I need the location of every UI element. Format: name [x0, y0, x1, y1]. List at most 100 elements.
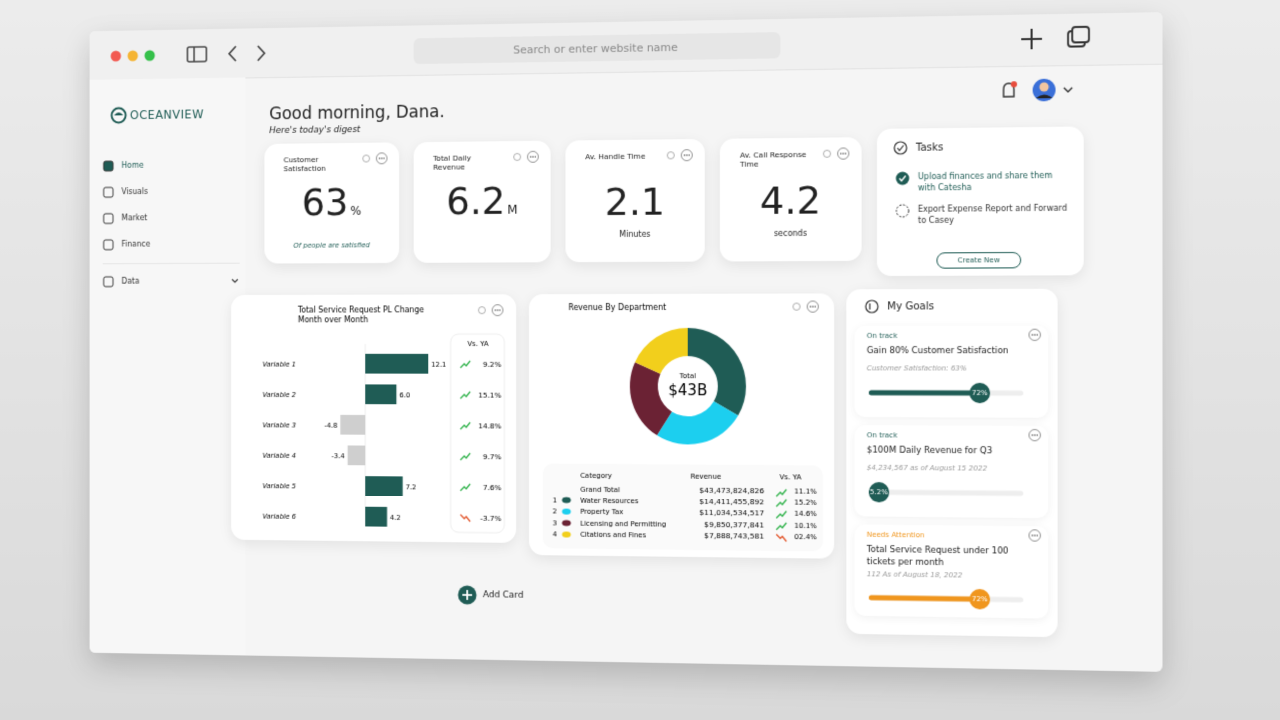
table-header: Category	[580, 472, 612, 480]
total-vs: 11.1%	[794, 487, 817, 495]
create-new-button[interactable]: Create New	[936, 251, 1022, 269]
more-dot	[532, 155, 534, 158]
logo-mark	[110, 107, 127, 125]
nav-item[interactable]: Home	[103, 151, 240, 179]
more-dot	[1036, 434, 1038, 436]
more-button[interactable]	[492, 305, 503, 316]
minimize-dot[interactable]	[127, 50, 138, 62]
more-button[interactable]	[1029, 429, 1040, 440]
add-card-label: Add Card	[482, 590, 524, 601]
tasks-header: Tasks	[893, 140, 943, 155]
trend-up	[460, 484, 470, 491]
goal-item: On track Gain 80% Customer Satisfaction Cu…	[854, 325, 1049, 418]
zoom-dot[interactable]	[144, 50, 155, 61]
bar	[365, 384, 397, 405]
add-card[interactable]: Add Card	[457, 585, 523, 606]
more-dot	[1036, 334, 1038, 336]
info-icon[interactable]	[363, 155, 370, 162]
goals-icon	[865, 299, 879, 313]
category-label: Variable 1	[262, 361, 296, 369]
info-icon[interactable]	[478, 307, 485, 314]
goal-more	[1027, 428, 1042, 442]
more-dot	[496, 309, 499, 311]
nav-item[interactable]: Finance	[103, 230, 240, 257]
chart-icons	[793, 301, 818, 312]
legend-swatch	[561, 531, 571, 538]
kpi-value: 63	[301, 180, 349, 225]
chart-subtitle: Month over Month	[298, 315, 368, 324]
legend-swatch	[561, 497, 571, 504]
info-icon[interactable]	[823, 150, 830, 157]
nav-label: Visuals	[121, 187, 148, 197]
nav-icon-shape	[104, 213, 113, 223]
nav-icon-shape	[104, 187, 113, 197]
vs-header: Vs. YA	[468, 340, 489, 348]
goal-title: Total Service Request under 100 tickets …	[866, 544, 1009, 569]
logo-text: OCEANVIEW	[129, 107, 204, 123]
goal-progress: 5.2%	[868, 481, 1024, 503]
close-dot[interactable]	[110, 50, 121, 62]
more-button[interactable]	[376, 153, 387, 164]
more-button[interactable]	[528, 151, 539, 162]
more-button[interactable]	[807, 301, 818, 312]
category-label: Variable 3	[262, 421, 296, 429]
new-tab-button[interactable]	[1021, 29, 1042, 50]
progress-label: 72%	[972, 389, 989, 397]
kpi-value-row: 2.1	[565, 179, 704, 225]
trend-up	[460, 453, 470, 460]
info-icon[interactable]	[793, 303, 800, 310]
task-item[interactable]: Export Expense Report and Forward to Cas…	[895, 202, 1071, 226]
sidebar-toggle[interactable]	[187, 47, 206, 62]
notification-bell[interactable]	[1004, 81, 1018, 97]
value-label: 6.0	[399, 391, 410, 399]
nav-icon-shape	[104, 276, 113, 286]
goal-title: Gain 80% Customer Satisfaction	[866, 346, 1009, 357]
user-menu-chevron[interactable]	[1064, 88, 1072, 92]
more-dot	[383, 157, 385, 160]
chart-icons	[478, 305, 502, 316]
donut-slice	[634, 327, 688, 374]
task-text: Upload finances and share them with Cate…	[917, 170, 1053, 193]
more-button[interactable]	[681, 150, 692, 161]
rank: 4	[553, 531, 557, 539]
rank: 2	[553, 508, 557, 516]
info-icon[interactable]	[514, 153, 521, 160]
task-check	[895, 171, 910, 186]
more-button[interactable]	[1029, 530, 1040, 541]
goal-more	[1027, 328, 1042, 342]
back-button[interactable]	[229, 46, 236, 61]
revenue: $11,034,534,517	[699, 508, 764, 518]
revenue: $7,888,743,581	[704, 531, 764, 541]
task-item[interactable]: Upload finances and share them with Cate…	[895, 170, 1071, 194]
nav-item[interactable]: Market	[103, 204, 240, 231]
nav-item[interactable]: Data	[102, 262, 240, 295]
goal-detail: 112 As of August 18, 2022	[866, 570, 963, 580]
more-dot	[840, 152, 842, 155]
kpi-card: Total Daily Revenue 6.2 M	[413, 140, 551, 263]
info-icon[interactable]	[667, 152, 674, 159]
rank: 1	[553, 496, 557, 504]
center-label: Total	[679, 372, 696, 380]
more-dot	[529, 156, 532, 158]
nav-item[interactable]: Visuals	[103, 177, 240, 205]
logo[interactable]: OCEANVIEW	[110, 105, 204, 124]
total-label: Grand Total	[580, 486, 620, 494]
more-button[interactable]	[1029, 329, 1040, 340]
more-button[interactable]	[838, 148, 849, 159]
tasks-title: Tasks	[915, 141, 944, 154]
browser-window: Search or enter website name OCEANVIEW H…	[89, 12, 1163, 672]
goal-progress: 72%	[868, 588, 1024, 610]
goals-card: My Goals On track Gain 80% Customer Satisf…	[846, 288, 1058, 638]
table-header: Revenue	[691, 472, 722, 480]
vs-value: -3.7%	[480, 514, 501, 523]
kpi-icons	[355, 150, 394, 166]
more-dot	[1033, 334, 1036, 336]
nav-icon	[103, 238, 114, 250]
goals-title: My Goals	[887, 300, 935, 313]
avatar[interactable]	[1032, 78, 1056, 102]
forward-button[interactable]	[258, 46, 265, 61]
legend-label: Water Resources	[580, 497, 639, 506]
bar	[365, 506, 388, 527]
tabs-button[interactable]	[1068, 27, 1089, 47]
